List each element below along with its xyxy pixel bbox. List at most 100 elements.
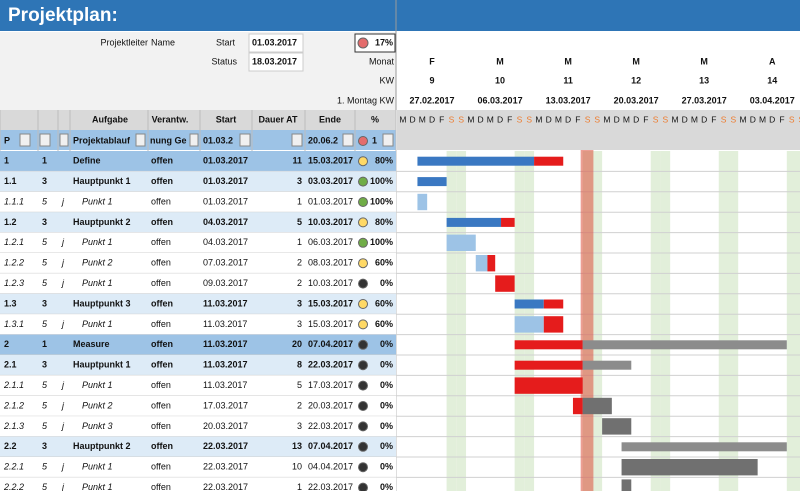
weekend-column xyxy=(456,151,467,491)
kw: 11 xyxy=(563,75,573,85)
cell-start: 17.03.2017 xyxy=(203,400,248,410)
row-bg xyxy=(0,253,396,274)
weekday: M xyxy=(671,114,678,124)
column-header: Start xyxy=(216,114,237,124)
monday: 27.03.2017 xyxy=(682,95,727,105)
monday: 27.02.2017 xyxy=(409,95,454,105)
cell-duration: 1 xyxy=(297,237,302,247)
cell-pct: 60% xyxy=(375,298,393,308)
cell-level: 5 xyxy=(42,196,48,206)
cell-end: 06.03.2017 xyxy=(308,237,353,247)
weekday: M xyxy=(555,114,562,124)
status-icon xyxy=(358,197,368,207)
cell-owner: offen xyxy=(151,400,171,410)
cell-owner: offen xyxy=(151,380,171,390)
cell-owner: offen xyxy=(151,196,171,206)
cell-marker: j xyxy=(61,319,65,329)
row-bg xyxy=(0,293,396,315)
filter-button[interactable] xyxy=(342,133,354,147)
cell-task: Punkt 1 xyxy=(82,319,113,329)
filter-button[interactable] xyxy=(239,133,251,147)
cell-id: 1.3.1 xyxy=(4,319,24,329)
bar-done xyxy=(417,193,428,211)
filter-button[interactable] xyxy=(291,133,303,147)
cell-pct: 0% xyxy=(380,441,393,451)
label: Monat xyxy=(369,56,395,66)
cell-end: 22.03.2017 xyxy=(308,360,353,370)
cell-pct: 0% xyxy=(380,482,393,491)
weekday: F xyxy=(779,114,784,124)
cell-duration: 11 xyxy=(292,156,302,166)
monday: 13.03.2017 xyxy=(546,95,591,105)
cell-id: 1.1 xyxy=(4,176,17,186)
weekday: F xyxy=(439,114,444,124)
cell-owner: offen xyxy=(151,278,171,288)
row-bg xyxy=(0,334,396,355)
bar-late xyxy=(495,275,515,292)
bar-late xyxy=(543,299,564,309)
cell-task: Punkt 2 xyxy=(82,400,113,410)
cell-level: 3 xyxy=(42,217,47,227)
weekday: D xyxy=(497,114,503,124)
cell-level: 5 xyxy=(42,319,48,329)
weekday: S xyxy=(731,114,737,124)
label: Start xyxy=(216,37,236,47)
bar-done xyxy=(417,156,535,166)
filter-button[interactable] xyxy=(59,133,69,147)
weekday: D xyxy=(769,114,775,124)
cell-marker: j xyxy=(61,482,65,491)
filter-button[interactable] xyxy=(19,133,31,147)
weekday: S xyxy=(449,114,455,124)
cell-pct: 60% xyxy=(375,319,393,329)
weekday: M xyxy=(399,114,406,124)
weekday: S xyxy=(458,114,464,124)
weekday: S xyxy=(517,114,523,124)
kw: 13 xyxy=(699,75,709,85)
cell-pct: 0% xyxy=(380,360,393,370)
bar-done xyxy=(446,217,502,227)
filter-button[interactable] xyxy=(382,133,394,147)
cell-task: Punkt 3 xyxy=(82,421,113,431)
row-bg xyxy=(0,191,396,213)
cell-level: 3 xyxy=(42,176,47,186)
row-bg xyxy=(0,457,396,478)
weekday: F xyxy=(711,114,716,124)
label: 1. Montag KW xyxy=(337,95,395,105)
cell-owner: offen xyxy=(151,441,173,451)
cell-start: 04.03.2017 xyxy=(203,237,248,247)
cell-start: 22.03.2017 xyxy=(203,482,248,491)
status-icon xyxy=(358,156,368,167)
title: Projektplan: xyxy=(8,5,118,26)
cell-duration: 5 xyxy=(297,380,302,390)
row-bg xyxy=(0,436,396,457)
cell-id: 1.1.1 xyxy=(4,196,24,206)
cell-id: 1 xyxy=(4,156,9,166)
filter-button[interactable] xyxy=(189,133,199,147)
row-bg xyxy=(0,314,396,335)
filter-button[interactable] xyxy=(39,133,51,147)
cell-start: 01.03.2017 xyxy=(203,156,248,166)
cell-task: Hauptpunkt 3 xyxy=(73,298,131,308)
bar-done xyxy=(514,299,544,309)
weekday: D xyxy=(429,114,435,124)
label: Status xyxy=(211,56,237,66)
cell-owner: offen xyxy=(151,258,171,268)
weekday: S xyxy=(799,114,800,124)
monday: 20.03.2017 xyxy=(614,95,659,105)
cell-duration: 3 xyxy=(297,176,302,186)
bar-late xyxy=(534,156,564,166)
cell-owner: offen xyxy=(151,298,173,308)
cell-duration: 3 xyxy=(297,319,302,329)
bar-late xyxy=(514,340,583,350)
column-header: Dauer AT xyxy=(258,114,298,124)
cell-level: 5 xyxy=(42,400,48,410)
cell-level: 1 xyxy=(42,339,47,349)
cell-level: 5 xyxy=(42,237,48,247)
cell-pct: 0% xyxy=(380,278,393,288)
filter-button[interactable] xyxy=(135,133,146,147)
cell-id: 2.2.1 xyxy=(3,462,24,472)
weekday: M xyxy=(623,114,630,124)
cell-level: 3 xyxy=(42,360,47,370)
weekday: M xyxy=(603,114,610,124)
cell-marker: j xyxy=(61,237,65,247)
